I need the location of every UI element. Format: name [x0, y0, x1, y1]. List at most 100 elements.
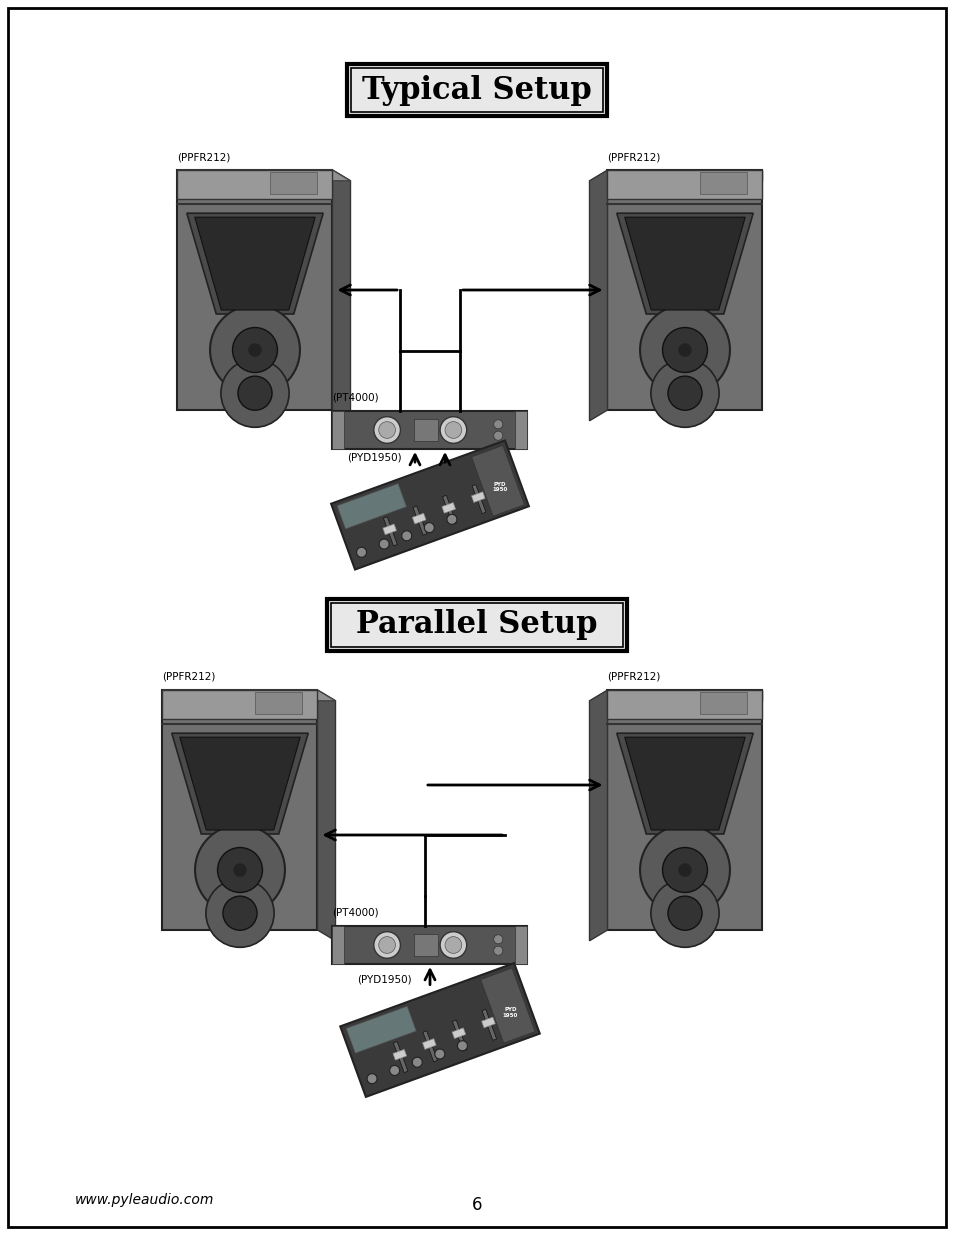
Bar [515, 411, 527, 450]
Bar [441, 503, 456, 514]
Bar [481, 1009, 497, 1040]
Text: (PYD1950): (PYD1950) [357, 974, 412, 984]
Text: (PPFR212): (PPFR212) [177, 152, 231, 162]
Text: 6: 6 [471, 1195, 482, 1214]
Text: (PPFR212): (PPFR212) [607, 672, 660, 682]
Text: (PT4000): (PT4000) [333, 908, 378, 918]
Circle shape [378, 538, 389, 550]
Circle shape [217, 847, 262, 893]
Text: www.pyleaudio.com: www.pyleaudio.com [75, 1193, 214, 1207]
Polygon shape [194, 217, 314, 310]
Bar [700, 692, 746, 714]
Bar [271, 172, 316, 194]
Text: (PT4000): (PT4000) [333, 393, 378, 403]
Bar [331, 441, 528, 569]
Bar [422, 1039, 436, 1050]
Text: (PPFR212): (PPFR212) [162, 672, 215, 682]
Circle shape [374, 931, 400, 958]
Text: PYD
1950: PYD 1950 [492, 482, 507, 493]
Bar [351, 68, 602, 112]
Circle shape [639, 825, 729, 915]
Text: (PPFR212): (PPFR212) [607, 152, 660, 162]
Polygon shape [172, 734, 308, 834]
Bar [333, 926, 344, 965]
Bar [607, 170, 761, 410]
Circle shape [493, 946, 502, 955]
Bar [471, 446, 524, 516]
Circle shape [444, 421, 461, 438]
Circle shape [223, 897, 256, 930]
Bar [412, 514, 426, 524]
Circle shape [661, 847, 707, 893]
Circle shape [356, 547, 366, 557]
Polygon shape [589, 170, 607, 421]
Circle shape [194, 825, 285, 915]
Circle shape [367, 1073, 376, 1083]
Bar [481, 1018, 495, 1028]
Circle shape [233, 863, 247, 877]
Circle shape [667, 897, 701, 930]
Polygon shape [624, 217, 744, 310]
Circle shape [678, 343, 691, 357]
Bar [442, 495, 456, 525]
Bar [177, 170, 333, 199]
Bar [393, 1041, 408, 1072]
Bar [382, 524, 396, 535]
Circle shape [639, 305, 729, 395]
Polygon shape [162, 690, 335, 700]
Bar [336, 484, 406, 529]
Polygon shape [333, 170, 350, 421]
Bar [700, 172, 746, 194]
Circle shape [412, 1057, 422, 1067]
Circle shape [378, 421, 395, 438]
Polygon shape [617, 214, 753, 314]
Bar [346, 1007, 416, 1053]
Bar [383, 516, 396, 546]
Bar [607, 690, 761, 719]
Circle shape [493, 431, 502, 440]
Bar [480, 968, 535, 1044]
Bar [255, 692, 302, 714]
Circle shape [446, 514, 456, 525]
Circle shape [378, 936, 395, 953]
Text: (PYD1950): (PYD1950) [347, 452, 402, 462]
Polygon shape [179, 737, 300, 830]
Bar [333, 926, 527, 965]
Circle shape [457, 1041, 467, 1051]
Circle shape [424, 522, 434, 532]
Polygon shape [607, 170, 761, 180]
Circle shape [678, 863, 691, 877]
Polygon shape [317, 690, 335, 941]
Polygon shape [617, 734, 753, 834]
Bar [177, 170, 333, 410]
Bar [422, 1031, 437, 1062]
Bar [414, 934, 437, 956]
Circle shape [444, 936, 461, 953]
Circle shape [374, 416, 400, 443]
Bar [515, 926, 527, 965]
Bar [607, 690, 761, 930]
Circle shape [233, 327, 277, 373]
Circle shape [493, 935, 502, 944]
Bar [340, 963, 539, 1097]
Circle shape [210, 305, 299, 395]
Bar [162, 690, 317, 930]
Circle shape [650, 879, 719, 947]
Polygon shape [589, 690, 607, 941]
Bar [471, 492, 485, 503]
Text: Parallel Setup: Parallel Setup [355, 610, 598, 641]
Circle shape [493, 420, 502, 429]
Text: Typical Setup: Typical Setup [362, 74, 591, 105]
Bar [393, 1050, 406, 1060]
Polygon shape [607, 690, 761, 700]
Circle shape [248, 343, 261, 357]
Text: PYD
1950: PYD 1950 [502, 1007, 517, 1018]
Circle shape [439, 931, 466, 958]
Polygon shape [624, 737, 744, 830]
Bar [452, 1028, 465, 1039]
Bar [327, 599, 626, 651]
Bar [452, 1020, 467, 1051]
Bar [333, 411, 344, 450]
Bar [413, 506, 426, 535]
Circle shape [661, 327, 707, 373]
